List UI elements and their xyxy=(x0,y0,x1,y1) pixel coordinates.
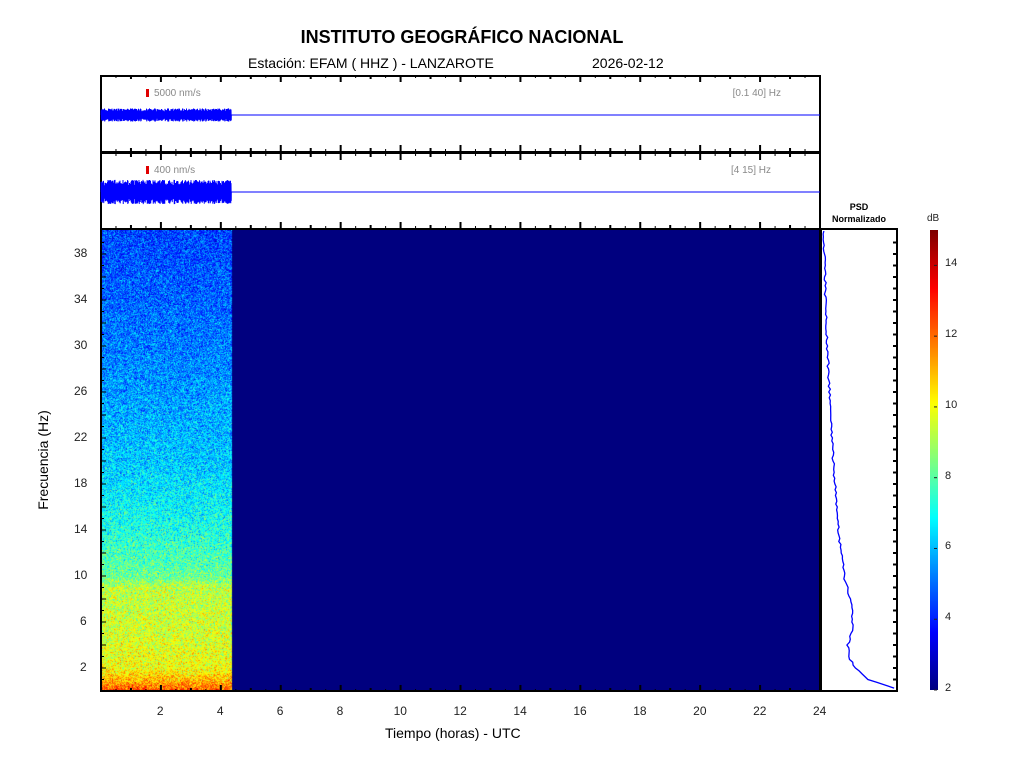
x-tick-label: 6 xyxy=(277,704,284,718)
y-tick-label: 34 xyxy=(74,292,87,306)
y-tick-label: 6 xyxy=(80,614,87,628)
colorbar-tick-label: 2 xyxy=(945,682,951,694)
y-tick-label: 30 xyxy=(74,338,87,352)
x-tick-label: 20 xyxy=(693,704,706,718)
filtered-waveform xyxy=(101,180,820,204)
y-tick-label: 14 xyxy=(74,522,87,536)
broadband-waveform xyxy=(101,108,820,121)
y-tick-label: 26 xyxy=(74,384,87,398)
y-tick-label: 2 xyxy=(80,660,87,674)
y-tick-label: 18 xyxy=(74,476,87,490)
y-tick-label: 38 xyxy=(74,246,87,260)
colorbar-tick-label: 12 xyxy=(945,328,957,340)
x-tick-label: 8 xyxy=(337,704,344,718)
x-tick-label: 22 xyxy=(753,704,766,718)
colorbar-tick-label: 6 xyxy=(945,540,951,552)
x-tick-label: 24 xyxy=(813,704,826,718)
x-tick-label: 2 xyxy=(157,704,164,718)
x-tick-label: 14 xyxy=(513,704,526,718)
colorbar-tick-label: 8 xyxy=(945,470,951,482)
spectrogram-figure: INSTITUTO GEOGRÁFICO NACIONAL Estación: … xyxy=(0,0,1024,768)
colorbar-tick-label: 4 xyxy=(945,611,951,623)
psd-curve xyxy=(823,231,894,688)
x-tick-label: 16 xyxy=(573,704,586,718)
x-tick-label: 18 xyxy=(633,704,646,718)
y-tick-label: 10 xyxy=(74,568,87,582)
x-tick-label: 10 xyxy=(394,704,407,718)
x-tick-label: 4 xyxy=(217,704,224,718)
chart-overlay xyxy=(0,0,1024,768)
y-tick-label: 22 xyxy=(74,430,87,444)
colorbar-tick-label: 10 xyxy=(945,399,957,411)
colorbar-tick-label: 14 xyxy=(945,257,957,269)
x-tick-label: 12 xyxy=(454,704,467,718)
